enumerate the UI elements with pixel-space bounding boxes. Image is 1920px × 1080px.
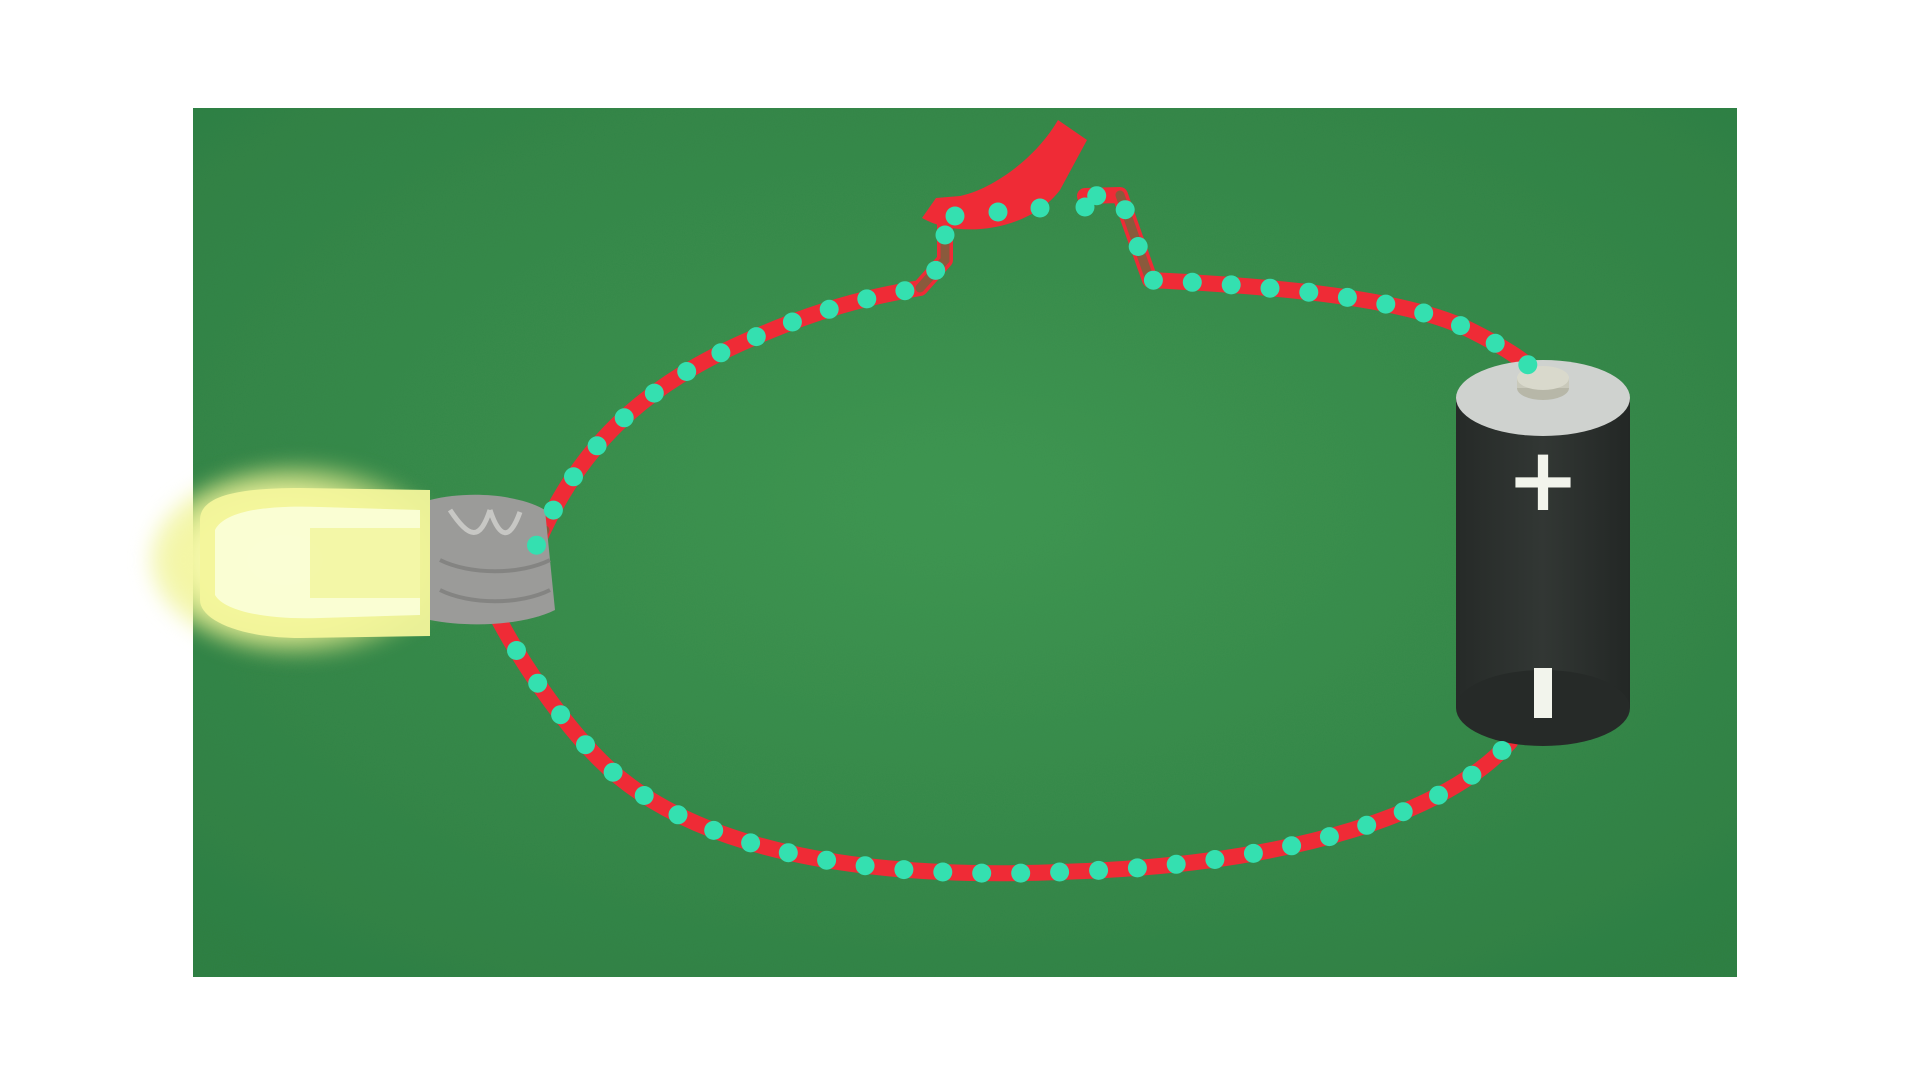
electron-dot [1485,333,1505,353]
electrons [507,186,1538,883]
electron-dot [1115,200,1135,220]
electron-dot [528,673,548,693]
electron-dot [1451,316,1470,336]
light-bulb [150,465,555,655]
electron-dot [1357,815,1377,835]
electron-dot [746,327,766,347]
electron-dot [855,856,875,876]
electron-dot [1143,270,1163,290]
electron-dot [603,762,623,782]
electron-dot [778,843,798,863]
electron-dot [988,202,1008,222]
battery-negative-symbol [1534,668,1552,718]
electron-dot [644,383,664,403]
electron-dot [1414,303,1434,323]
electron-dot [741,833,761,853]
bulb-filament [310,528,420,598]
electron-dot [945,206,965,226]
electron-dot [1393,802,1413,822]
electron-dot [895,281,915,301]
electron-dot [507,641,526,660]
electron-dot [782,312,802,332]
electron-dot [1127,858,1147,878]
electron-dot [933,862,953,882]
electron-dot [1128,237,1148,256]
electron-dot [972,863,992,883]
bulb-base [430,494,555,625]
electron-dot [819,299,839,319]
electron-dot [1299,282,1319,302]
electron-dot [704,820,724,840]
electron-dot [1243,843,1263,863]
electron-dot [857,289,877,309]
electron-dot [1282,836,1302,856]
electron-dot [926,260,946,280]
electron-dot [614,408,634,428]
electron-dot [551,705,571,725]
electron-dot [1319,827,1339,847]
electron-dot [587,436,607,456]
electron-dot [1260,278,1280,298]
electron-dot [564,467,583,487]
electron-dot [1182,272,1202,292]
electron-dot [817,850,837,870]
electron-dot [1221,275,1241,295]
electron-dot [1462,765,1482,785]
electron-dot [1429,785,1448,805]
battery: + − [1456,360,1630,746]
electron-dot [1205,850,1225,869]
electron-dot [1492,741,1512,760]
electron-dot [677,362,697,381]
electron-dot [576,735,595,755]
electron-dot [894,860,914,880]
electron-dot [1050,862,1070,882]
electron-dot [543,500,563,520]
electron-dot [1030,198,1050,218]
electron-dot [634,786,654,805]
electron-dot [1337,287,1357,307]
electron-dot [1376,294,1396,314]
electron-dot [1087,186,1107,206]
electron-dot [668,805,688,825]
electron-dot [1518,355,1538,375]
electron-dot [935,225,955,245]
electron-dot [711,343,731,363]
electron-dot [1089,860,1109,880]
electron-dot [1166,854,1186,874]
battery-body [1456,398,1630,708]
electron-dot [527,535,546,555]
electron-dot [1011,863,1031,883]
electron-dot [1075,197,1095,217]
battery-positive-label: + [1506,428,1580,531]
